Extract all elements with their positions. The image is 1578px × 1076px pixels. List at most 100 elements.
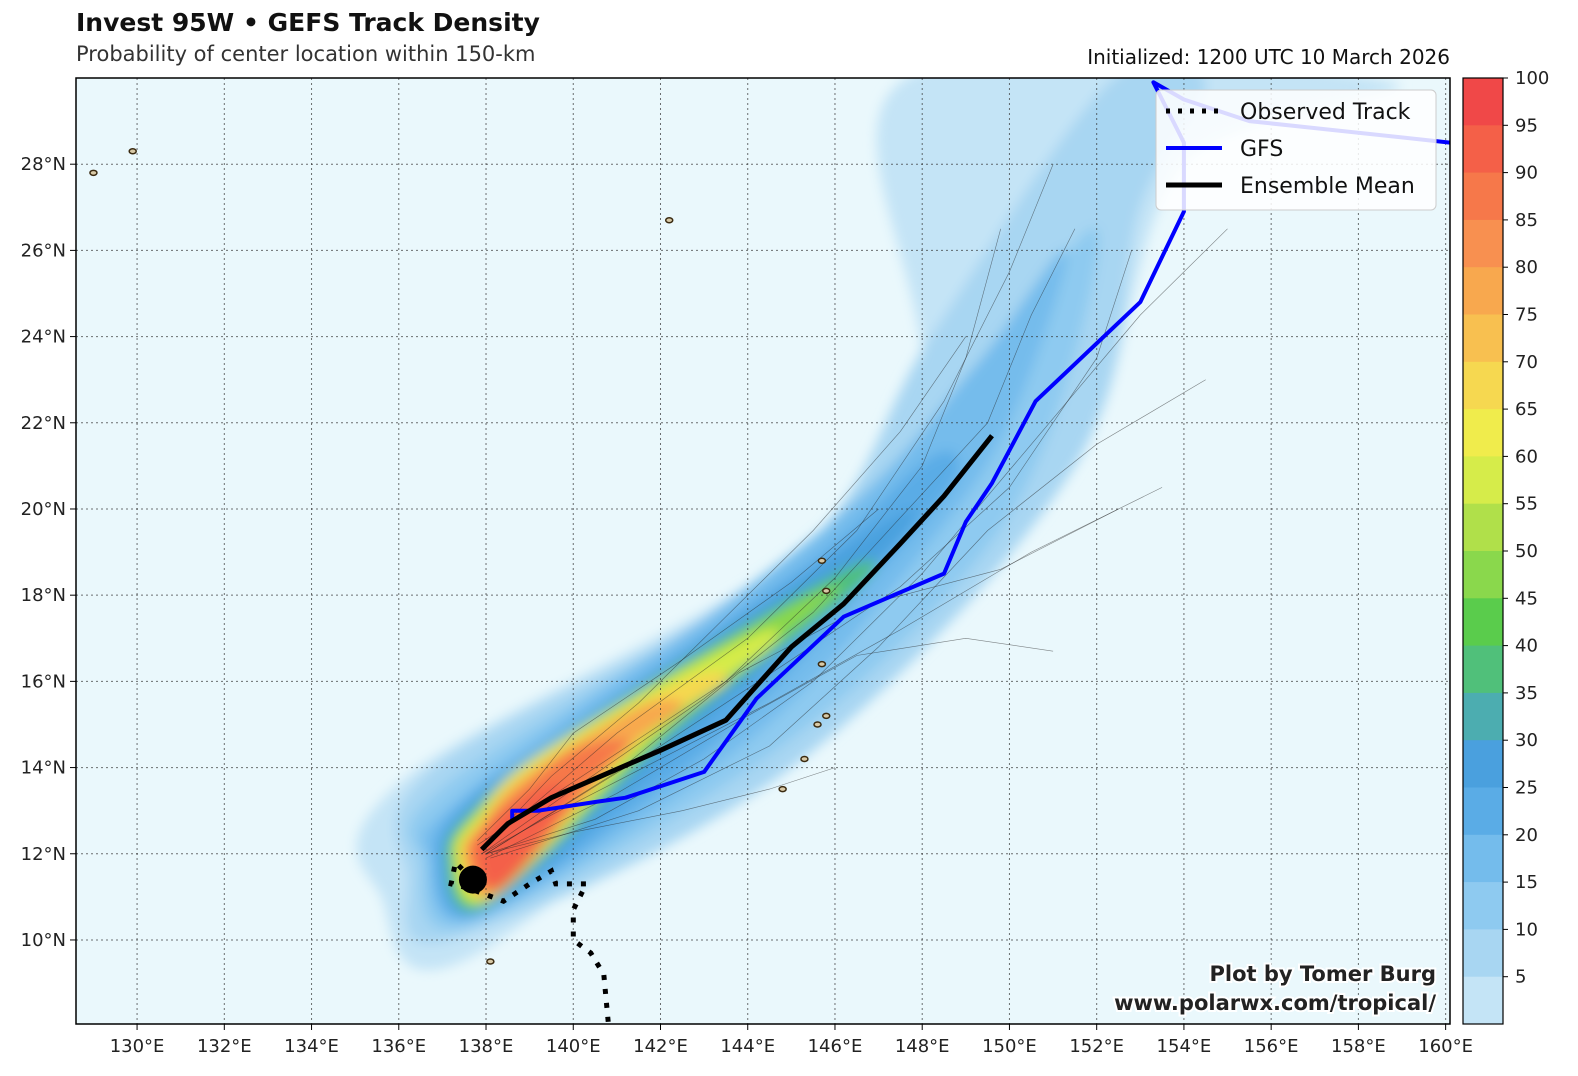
colorbar-tick-label: 45 <box>1515 588 1538 609</box>
colorbar-tick-label: 100 <box>1515 68 1549 89</box>
colorbar-tick-label: 55 <box>1515 494 1538 515</box>
density-layer <box>356 78 1401 971</box>
x-tick-label: 134°E <box>284 1036 339 1057</box>
x-tick-label: 132°E <box>197 1036 252 1057</box>
map-title: Invest 95W • GEFS Track Density <box>76 8 540 37</box>
x-tick-label: 140°E <box>546 1036 601 1057</box>
x-tick-label: 138°E <box>459 1036 514 1057</box>
x-tick-label: 154°E <box>1157 1036 1212 1057</box>
island-island-b <box>89 169 98 177</box>
ensemble-member-track <box>485 637 1054 859</box>
colorbar-swatch <box>1463 267 1503 315</box>
colorbar-tick-label: 85 <box>1515 210 1538 231</box>
colorbar-tick-label: 30 <box>1515 730 1538 751</box>
x-tick-label: 136°E <box>371 1036 426 1057</box>
colorbar-tick-label: 15 <box>1515 872 1538 893</box>
colorbar-swatch <box>1463 78 1503 126</box>
island-island-d <box>817 557 827 564</box>
y-tick-label: 26°N <box>21 240 66 261</box>
y-tick-label: 22°N <box>21 413 66 434</box>
credit-url: www.polarwx.com/tropical/ <box>1114 991 1436 1015</box>
y-tick-label: 20°N <box>21 499 66 520</box>
ensemble-member-track <box>477 508 879 842</box>
colorbar-tick-label: 50 <box>1515 541 1538 562</box>
island-island-i <box>800 755 809 763</box>
y-axis-ticks: 10°N 12°N 14°N 16°N 18°N 20°N 22°N 24°N 26°N 28°N <box>21 154 76 951</box>
x-tick-label: 156°E <box>1244 1036 1299 1057</box>
colorbar-swatch <box>1463 598 1503 647</box>
legend-observed-label: Observed Track <box>1240 100 1411 125</box>
x-axis-ticks: 130°E 132°E 134°E 136°E 138°E 140°E 142°E 144°E… <box>110 1024 1473 1057</box>
colorbar-tick-label: 75 <box>1515 305 1538 326</box>
y-tick-label: 12°N <box>21 844 66 865</box>
legend-gfs-label: GFS <box>1240 137 1283 162</box>
colorbar-swatch <box>1463 456 1503 505</box>
colorbar-swatch <box>1463 219 1503 268</box>
island-island-j <box>778 785 787 793</box>
x-tick-label: 146°E <box>808 1036 863 1057</box>
initial-position-marker <box>458 865 487 894</box>
colorbar-tick-label: 60 <box>1515 446 1538 467</box>
x-tick-label: 130°E <box>110 1036 165 1057</box>
ensemble-member-track <box>481 487 1163 855</box>
island-island-h <box>813 721 822 728</box>
colorbar-tick-label: 10 <box>1515 919 1538 940</box>
colorbar-swatch <box>1463 645 1503 694</box>
ensemble-member-track <box>481 164 1054 850</box>
colorbar-tick-label: 65 <box>1515 399 1538 420</box>
colorbar-swatch <box>1463 929 1503 978</box>
ensemble-member-track <box>485 767 836 855</box>
y-tick-label: 16°N <box>21 671 66 692</box>
legend-box: Observed Track GFS Ensemble Mean <box>1155 89 1437 211</box>
x-tick-label: 144°E <box>720 1036 775 1057</box>
colorbar-tick-label: 95 <box>1515 115 1538 136</box>
colorbar-swatch <box>1463 834 1503 883</box>
x-tick-label: 150°E <box>982 1036 1037 1057</box>
island-island-e <box>821 587 831 595</box>
colorbar-swatch <box>1463 551 1503 599</box>
ensemble-member-track <box>481 336 967 850</box>
colorbar-tick-label: 20 <box>1515 825 1538 846</box>
x-tick-label: 152°E <box>1069 1036 1124 1057</box>
x-tick-label: 158°E <box>1331 1036 1386 1057</box>
colorbar-swatch <box>1463 503 1503 552</box>
map-subtitle: Probability of center location within 15… <box>76 42 536 66</box>
y-tick-label: 18°N <box>21 585 66 606</box>
colorbar-swatch <box>1463 409 1503 457</box>
colorbar-swatch <box>1463 125 1503 174</box>
colorbar-swatch <box>1463 882 1503 930</box>
colorbar-swatch <box>1463 740 1503 788</box>
y-tick-label: 10°N <box>21 930 66 951</box>
colorbar-swatch <box>1463 787 1503 836</box>
y-tick-label: 24°N <box>21 327 66 348</box>
colorbar-tick-label: 25 <box>1515 778 1538 799</box>
x-tick-label: 160°E <box>1418 1036 1473 1057</box>
initialized-label: Initialized: 1200 UTC 10 March 2026 <box>1087 45 1450 69</box>
x-tick-label: 142°E <box>633 1036 688 1057</box>
island-island-g <box>821 712 831 720</box>
gfs-track-line <box>510 80 1450 820</box>
islands-layer <box>89 148 831 965</box>
colorbar-tick-label: 80 <box>1515 257 1538 278</box>
x-tick-label: 148°E <box>895 1036 950 1057</box>
legend-mean-label: Ensemble Mean <box>1240 174 1415 199</box>
gridlines <box>76 78 1450 1024</box>
island-island-a <box>128 148 137 155</box>
colorbar-swatch <box>1463 692 1503 741</box>
map-ocean <box>76 78 1450 1024</box>
colorbar-tick-label: 90 <box>1515 163 1538 184</box>
colorbar-swatch <box>1463 361 1503 410</box>
island-island-f <box>817 660 827 668</box>
tracks-layer <box>448 80 1450 1023</box>
ensemble-member-track <box>481 228 1076 855</box>
colorbar: 100 95 90 85 80 75 70 65 60 55 50 45 40 35 30 25 20 15 10 5 <box>1462 68 1549 1025</box>
ensemble-mean-track-line <box>479 434 994 852</box>
island-island-c <box>664 216 674 224</box>
colorbar-swatch <box>1463 172 1503 221</box>
y-tick-label: 28°N <box>21 154 66 175</box>
island-island-k <box>486 958 495 965</box>
colorbar-swatch <box>1463 314 1503 363</box>
colorbar-tick-label: 40 <box>1515 636 1538 657</box>
y-tick-label: 14°N <box>21 758 66 779</box>
